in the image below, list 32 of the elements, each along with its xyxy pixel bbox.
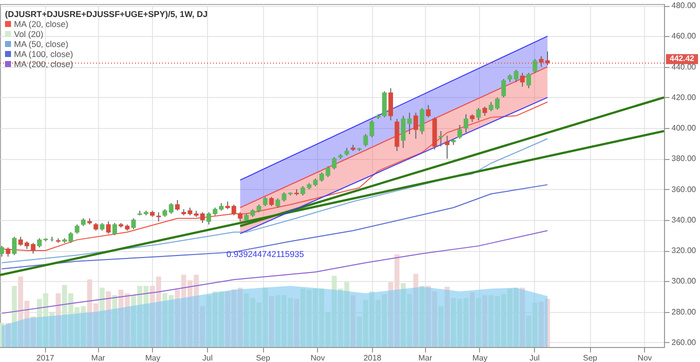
y-tick-label: 340.00 [672,215,697,224]
x-tick-label: May [145,354,160,362]
legend-label: MA (50, close) [14,39,68,49]
y-tick-label: 420.00 [672,92,697,102]
x-tick-label: 2018 [363,354,382,362]
x-tick-label: Mar [418,354,432,362]
x-tick-label: 2017 [36,354,55,362]
ref-line-label: 442.42 [670,54,695,64]
x-tick-label: Jul [202,354,213,362]
x-tick-label: Sep [583,354,598,362]
legend-label: MA (200, close) [14,59,74,69]
legend-label: Vol (20) [14,29,44,39]
y-tick-label: 480.00 [672,1,697,10]
annotation: 0.939244742115935 [226,249,304,259]
y-tick-label: 280.00 [672,307,697,316]
x-tick-label: May [472,354,488,362]
y-tick-label: 400.00 [672,124,697,133]
legend-label: MA (20, close) [14,19,68,29]
y-tick-label: 460.00 [672,32,697,41]
legend-label: MA (100, close) [14,49,74,59]
y-tick-label: 440.00 [672,62,697,72]
x-tick-label: Nov [638,354,652,362]
x-tick-label: Sep [256,354,271,362]
text: (DJUSRT+DJUSRE+DJUSSF+UGE+SPY)/5, 1W, DJ [5,9,208,19]
y-tick-label: 360.00 [672,184,697,194]
y-tick-label: 320.00 [672,246,697,256]
x-tick-label: Nov [310,354,325,362]
x-tick-label: Jul [529,354,540,362]
y-tick-label: 260.00 [672,338,697,347]
y-tick-label: 300.00 [672,276,697,286]
x-tick-label: Mar [91,354,106,362]
y-tick-label: 380.00 [672,154,697,164]
